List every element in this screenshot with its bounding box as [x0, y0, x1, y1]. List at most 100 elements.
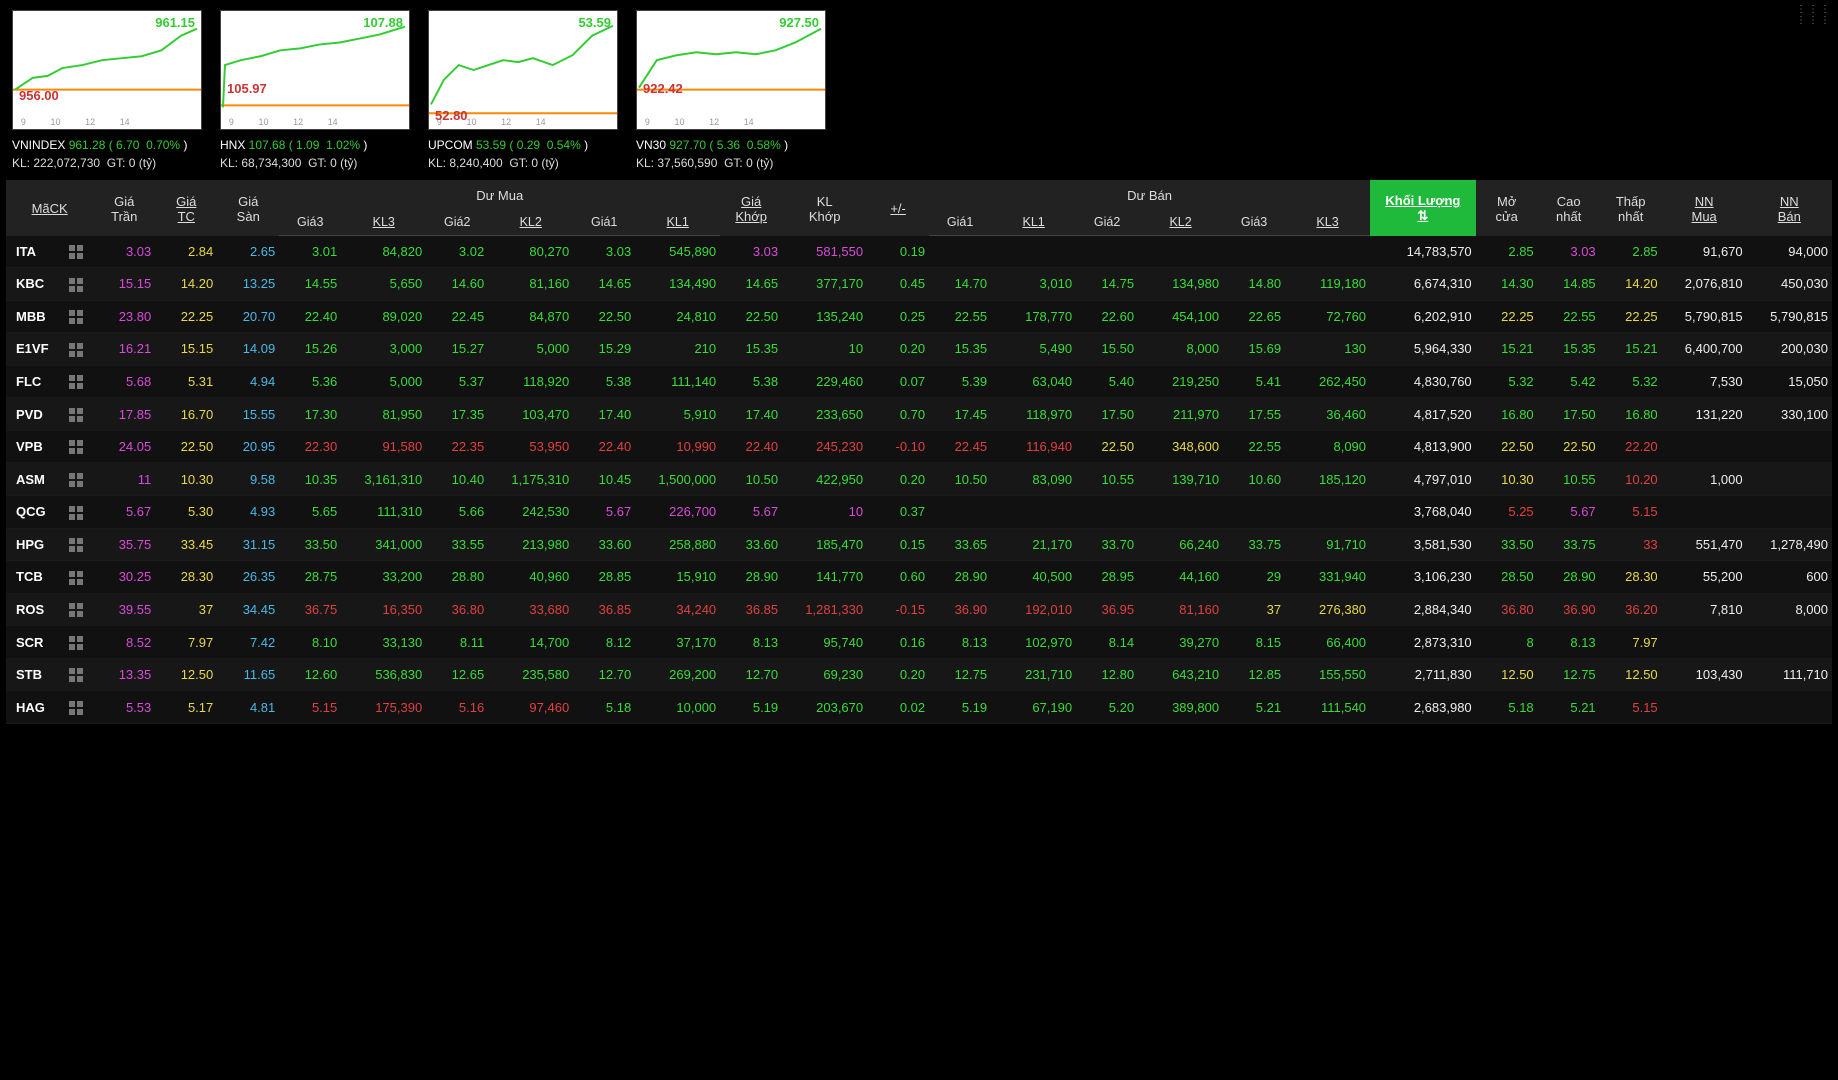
grid-icon[interactable] — [69, 375, 83, 389]
table-row[interactable]: VPB24.0522.5020.9522.3091,58022.3553,950… — [6, 430, 1832, 463]
grid-icon[interactable] — [69, 278, 83, 292]
col-ask-gia2[interactable]: Giá2 — [1076, 209, 1138, 236]
table-row[interactable]: TCB30.2528.3026.3528.7533,20028.8040,960… — [6, 561, 1832, 594]
table-row[interactable]: ASM1110.309.5810.353,161,31010.401,175,3… — [6, 463, 1832, 496]
col-tran[interactable]: Giá Trần — [93, 180, 155, 236]
symbol-cell[interactable]: ASM — [6, 463, 59, 496]
col-ask-kl2[interactable]: KL2 — [1138, 209, 1223, 236]
index-chart-vnindex[interactable]: 9 10 12 14961.15956.00VNINDEX 961.28 ( 6… — [12, 10, 202, 172]
col-giakhop[interactable]: Giá Khớp — [720, 180, 782, 236]
data-cell: 15.15 — [93, 268, 155, 301]
grid-icon[interactable] — [69, 408, 83, 422]
col-bid-gia2[interactable]: Giá2 — [426, 209, 488, 236]
data-cell: 229,460 — [782, 365, 867, 398]
symbol-cell[interactable]: MBB — [6, 300, 59, 333]
data-cell: 12.50 — [1600, 658, 1662, 691]
symbol-cell[interactable]: PVD — [6, 398, 59, 431]
symbol-cell[interactable]: E1VF — [6, 333, 59, 366]
symbol-cell[interactable]: HPG — [6, 528, 59, 561]
menu-dots-icon[interactable]: ⋮⋮⋮⋮⋮⋮ — [1796, 4, 1832, 26]
symbol-cell[interactable]: HAG — [6, 691, 59, 724]
data-cell: 5.65 — [279, 496, 341, 529]
data-cell: 4.93 — [217, 496, 279, 529]
data-cell: 11 — [93, 463, 155, 496]
col-plusminus[interactable]: +/- — [867, 180, 929, 236]
data-cell: 15.29 — [573, 333, 635, 366]
grid-icon[interactable] — [69, 310, 83, 324]
col-bid-kl1[interactable]: KL1 — [635, 209, 720, 236]
symbol-cell[interactable]: QCG — [6, 496, 59, 529]
table-row[interactable]: KBC15.1514.2013.2514.555,65014.6081,1601… — [6, 268, 1832, 301]
col-mocua[interactable]: Mở cửa — [1476, 180, 1538, 236]
col-ask-kl1[interactable]: KL1 — [991, 209, 1076, 236]
grid-icon[interactable] — [69, 440, 83, 454]
grid-icon[interactable] — [69, 245, 83, 259]
col-nnban[interactable]: NN Bán — [1747, 180, 1832, 236]
grid-icon[interactable] — [69, 473, 83, 487]
data-cell: 139,710 — [1138, 463, 1223, 496]
col-ask-gia1[interactable]: Giá1 — [929, 209, 991, 236]
col-caonhat[interactable]: Cao nhất — [1538, 180, 1600, 236]
table-row[interactable]: STB13.3512.5011.6512.60536,83012.65235,5… — [6, 658, 1832, 691]
col-ask-gia3[interactable]: Giá3 — [1223, 209, 1285, 236]
col-bid-gia3[interactable]: Giá3 — [279, 209, 341, 236]
col-bid-kl3[interactable]: KL3 — [341, 209, 426, 236]
data-cell: 12.50 — [155, 658, 217, 691]
index-chart-upcom[interactable]: 9 10 12 1453.5952.80UPCOM 53.59 ( 0.29 0… — [428, 10, 618, 172]
table-row[interactable]: ITA3.032.842.653.0184,8203.0280,2703.035… — [6, 236, 1832, 268]
symbol-cell[interactable]: VPB — [6, 430, 59, 463]
col-klkhop[interactable]: KL Khớp — [782, 180, 867, 236]
col-khoiluong-sort[interactable]: Khối Lượng⇅ — [1370, 180, 1476, 236]
data-cell: 22.40 — [573, 430, 635, 463]
table-row[interactable]: ROS39.553734.4536.7516,35036.8033,68036.… — [6, 593, 1832, 626]
table-row[interactable]: FLC5.685.314.945.365,0005.37118,9205.381… — [6, 365, 1832, 398]
grid-icon[interactable] — [69, 538, 83, 552]
table-row[interactable]: E1VF16.2115.1514.0915.263,00015.275,0001… — [6, 333, 1832, 366]
grid-icon[interactable] — [69, 701, 83, 715]
symbol-cell[interactable]: KBC — [6, 268, 59, 301]
data-cell: 192,010 — [991, 593, 1076, 626]
table-row[interactable]: PVD17.8516.7015.5517.3081,95017.35103,47… — [6, 398, 1832, 431]
col-tc[interactable]: Giá TC — [155, 180, 217, 236]
data-cell: 15.21 — [1476, 333, 1538, 366]
grid-icon[interactable] — [69, 343, 83, 357]
data-cell: 22.55 — [1538, 300, 1600, 333]
symbol-cell[interactable]: ITA — [6, 236, 59, 268]
col-ask-kl3[interactable]: KL3 — [1285, 209, 1370, 236]
col-bid-gia1[interactable]: Giá1 — [573, 209, 635, 236]
data-cell: 155,550 — [1285, 658, 1370, 691]
symbol-cell[interactable]: SCR — [6, 626, 59, 659]
symbol-cell[interactable]: ROS — [6, 593, 59, 626]
index-chart-hnx[interactable]: 9 10 12 14107.88105.97HNX 107.68 ( 1.09 … — [220, 10, 410, 172]
grid-icon[interactable] — [69, 603, 83, 617]
symbol-cell[interactable]: STB — [6, 658, 59, 691]
mini-chart[interactable]: 9 10 12 14961.15956.00 — [12, 10, 202, 130]
table-row[interactable]: HPG35.7533.4531.1533.50341,00033.55213,9… — [6, 528, 1832, 561]
col-thapnhat[interactable]: Thấp nhất — [1600, 180, 1662, 236]
index-chart-vn30[interactable]: 9 10 12 14927.50922.42VN30 927.70 ( 5.36… — [636, 10, 826, 172]
table-row[interactable]: MBB23.8022.2520.7022.4089,02022.4584,870… — [6, 300, 1832, 333]
data-cell: 5.41 — [1223, 365, 1285, 398]
data-cell: 8,000 — [1138, 333, 1223, 366]
grid-icon[interactable] — [69, 668, 83, 682]
col-mack[interactable]: MãCK — [6, 180, 93, 236]
data-cell: 33,130 — [341, 626, 426, 659]
col-bid-kl2[interactable]: KL2 — [488, 209, 573, 236]
grid-icon[interactable] — [69, 506, 83, 520]
grid-icon[interactable] — [69, 636, 83, 650]
data-cell: 178,770 — [991, 300, 1076, 333]
table-row[interactable]: QCG5.675.304.935.65111,3105.66242,5305.6… — [6, 496, 1832, 529]
mini-chart[interactable]: 9 10 12 1453.5952.80 — [428, 10, 618, 130]
data-cell: 8,090 — [1285, 430, 1370, 463]
symbol-cell[interactable]: FLC — [6, 365, 59, 398]
col-san[interactable]: Giá Sàn — [217, 180, 279, 236]
col-nnmua[interactable]: NN Mua — [1662, 180, 1747, 236]
data-cell: 377,170 — [782, 268, 867, 301]
data-cell: 131,220 — [1662, 398, 1747, 431]
table-row[interactable]: SCR8.527.977.428.1033,1308.1114,7008.123… — [6, 626, 1832, 659]
mini-chart[interactable]: 9 10 12 14927.50922.42 — [636, 10, 826, 130]
mini-chart[interactable]: 9 10 12 14107.88105.97 — [220, 10, 410, 130]
grid-icon[interactable] — [69, 571, 83, 585]
symbol-cell[interactable]: TCB — [6, 561, 59, 594]
table-row[interactable]: HAG5.535.174.815.15175,3905.1697,4605.18… — [6, 691, 1832, 724]
